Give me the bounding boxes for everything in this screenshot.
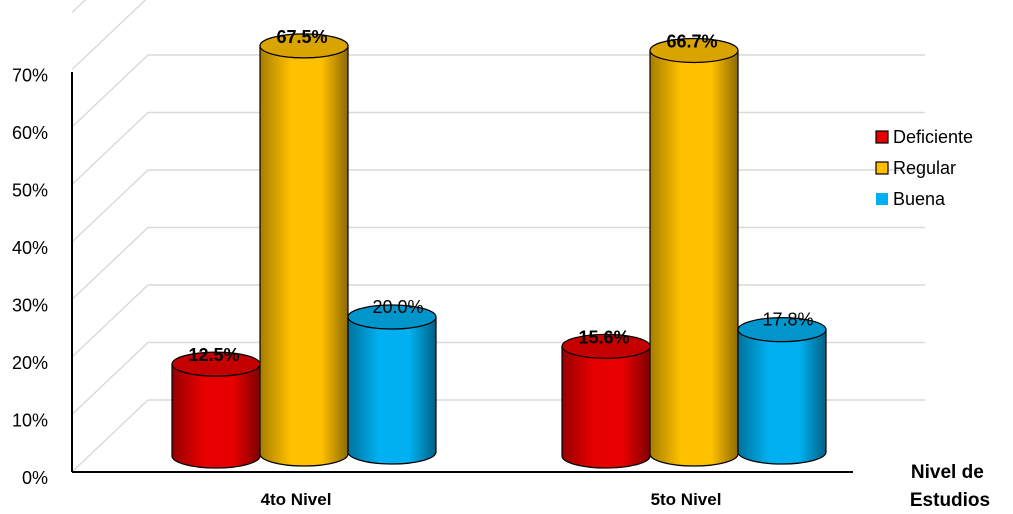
gridline (71, 54, 925, 128)
y-tick-label: 50% (12, 181, 48, 201)
bars (171, 33, 827, 469)
y-tick-label: 70% (12, 66, 48, 86)
bar-deficiente-2 (561, 333, 651, 469)
legend-swatch (875, 161, 889, 175)
gridline (71, 169, 925, 243)
data-label: 15.6% (578, 327, 629, 347)
gridline (71, 226, 925, 301)
legend-label: Deficiente (893, 127, 973, 147)
legend-item-regular: Regular (875, 158, 956, 178)
legend-item-buena: Buena (876, 189, 946, 209)
gridlines (71, 0, 925, 473)
y-tick-label: 0% (22, 468, 48, 488)
x-axis-title-line-1: Nivel de (911, 462, 984, 483)
legend-swatch (875, 130, 889, 144)
y-tick-label: 10% (12, 411, 48, 431)
y-tick-label: 30% (12, 296, 48, 316)
legend-label: Regular (893, 158, 956, 178)
data-label: 66.7% (666, 31, 717, 51)
data-label: 17.8% (762, 310, 813, 330)
data-label: 67.5% (276, 27, 327, 47)
legend-swatch (876, 193, 888, 205)
bar-regular-2 (649, 37, 739, 467)
data-labels: 12.5% 67.5% 20.0% 15.6% 66.7% 17.8% (188, 27, 813, 365)
legend: Deficiente Regular Buena (875, 127, 973, 209)
axes (71, 72, 853, 473)
bar-regular-1 (259, 33, 349, 467)
bar-buena-1 (347, 304, 437, 465)
bar-buena-2 (737, 317, 827, 465)
legend-item-deficiente: Deficiente (875, 127, 973, 147)
bar-deficiente-1 (171, 351, 261, 469)
gridline (71, 111, 925, 186)
y-tick-label: 20% (12, 353, 48, 373)
legend-label: Buena (893, 189, 946, 209)
gridline (71, 0, 87, 14)
category-labels: 4to Nivel 5to Nivel (261, 490, 722, 509)
category-label: 5to Nivel (651, 490, 722, 509)
x-axis-title: Nivel de Estudios (910, 462, 990, 511)
category-label: 4to Nivel (261, 490, 332, 509)
gridline (71, 0, 147, 71)
y-tick-label: 40% (12, 238, 48, 258)
data-label: 20.0% (372, 297, 423, 317)
y-tick-label: 60% (12, 123, 48, 143)
y-tick-labels: 0% 10% 20% 30% 40% 50% 60% 70% (12, 66, 48, 489)
x-axis-title-line-2: Estudios (910, 490, 990, 511)
data-label: 12.5% (188, 345, 239, 365)
